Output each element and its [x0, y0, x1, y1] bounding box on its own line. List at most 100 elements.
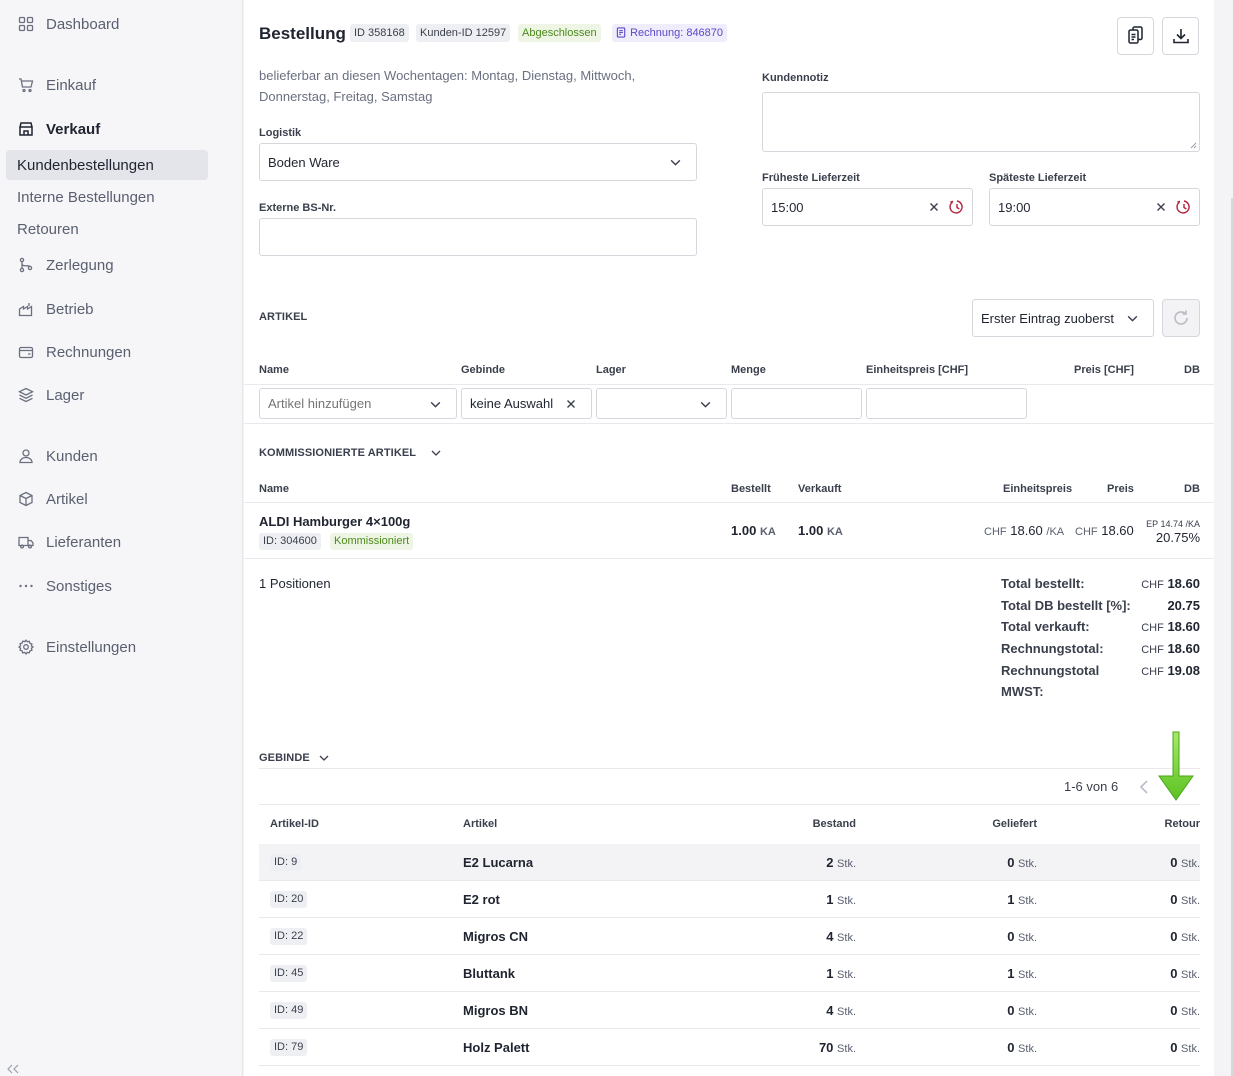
nav-kundenbestellungen-label: Kundenbestellungen [17, 156, 154, 174]
kommissioniert-toggle[interactable]: KOMMISSIONIERTE ARTIKEL [259, 447, 442, 459]
nav-lieferanten[interactable]: Lieferanten [18, 530, 121, 554]
einheitspreis-input[interactable] [866, 388, 1027, 419]
divider [244, 423, 1214, 424]
refresh-button[interactable] [1162, 299, 1200, 337]
row-bestand-value: 1 [826, 892, 834, 907]
komm-bestellt-unit: KA [759, 526, 776, 538]
nav-verkauf[interactable]: Verkauf [18, 117, 100, 141]
lager-select[interactable] [596, 388, 727, 419]
divider [259, 768, 1200, 769]
logistik-select[interactable]: Boden Ware [259, 143, 697, 181]
artikel-add-input[interactable] [268, 396, 418, 411]
download-button[interactable] [1162, 17, 1199, 55]
clear-icon[interactable] [929, 202, 939, 212]
rechnungstotal-amount: 18.60 [1167, 641, 1200, 656]
gebinde-select[interactable]: keine Auswahl [461, 388, 592, 419]
artikel-th-lager: Lager [596, 364, 626, 376]
row-bestand: 4 Stk. [826, 929, 856, 944]
artikel-th-einheitspreis: Einheitspreis [CHF] [866, 364, 969, 376]
nav-artikel[interactable]: Artikel [18, 487, 88, 511]
copy-document-button[interactable] [1117, 17, 1154, 55]
komm-ep-cur: CHF [984, 526, 1007, 538]
table-row[interactable]: ID: 22 Migros CN 4 Stk. 0 Stk. 0 Stk. [259, 918, 1200, 955]
clock-icon[interactable] [949, 199, 965, 215]
nav-lager-label: Lager [46, 386, 85, 404]
user-icon [19, 449, 33, 464]
row-unit: Stk. [1018, 895, 1037, 907]
nav-dashboard[interactable]: Dashboard [18, 12, 119, 36]
nav-kunden-label: Kunden [46, 447, 98, 465]
row-retour: 0 Stk. [1170, 1003, 1200, 1018]
menge-input[interactable] [731, 388, 862, 419]
gebinde-th-bestand: Bestand [812, 818, 856, 830]
clear-icon[interactable] [1156, 202, 1166, 212]
frueheste-time-input[interactable]: 15:00 [762, 188, 973, 226]
rechnungstotal-label: Rechnungstotal: [1001, 641, 1104, 656]
table-row[interactable]: ID: 9 E2 Lucarna 2 Stk. 0 Stk. 0 Stk. [259, 844, 1200, 881]
nav-zerlegung[interactable]: Zerlegung [18, 253, 114, 277]
komm-th-preis: Preis [1107, 483, 1134, 495]
spaeteste-value: 19:00 [998, 199, 1031, 215]
clock-icon[interactable] [1176, 199, 1192, 215]
row-bestand-value: 4 [826, 929, 834, 944]
collapse-sidebar-icon[interactable] [6, 1064, 20, 1074]
spaeteste-time-input[interactable]: 19:00 [989, 188, 1200, 226]
table-row[interactable]: ID: 20 E2 rot 1 Stk. 1 Stk. 0 Stk. [259, 881, 1200, 918]
copy-document-icon [1127, 26, 1143, 44]
row-name: Holz Palett [463, 1040, 530, 1055]
gebinde-toggle[interactable]: GEBINDE [259, 752, 330, 764]
chevron-left-icon[interactable] [1138, 779, 1150, 795]
sort-select[interactable]: Erster Eintrag zuoberst [972, 299, 1154, 337]
row-unit: Stk. [1181, 969, 1200, 981]
resize-handle-icon[interactable] [1190, 142, 1197, 149]
grid-icon [18, 16, 34, 32]
invoice-badge[interactable]: Rechnung: 846870 [612, 24, 728, 42]
nav-kundenbestellungen[interactable]: Kundenbestellungen [6, 150, 208, 180]
row-retour-value: 0 [1170, 966, 1178, 981]
nav-retouren[interactable]: Retouren [6, 214, 208, 244]
scrollbar[interactable] [1231, 198, 1233, 1076]
clear-icon[interactable] [566, 399, 576, 409]
row-name: Bluttank [463, 966, 515, 981]
nav-interne-bestellungen[interactable]: Interne Bestellungen [6, 182, 208, 212]
page-title: Bestellung [259, 24, 346, 43]
store-icon [19, 122, 33, 136]
row-bestand: 2 Stk. [826, 855, 856, 870]
row-bestand: 70 Stk. [819, 1040, 856, 1055]
factory-icon [18, 303, 33, 317]
kommissioniert-section-title: KOMMISSIONIERTE ARTIKEL [259, 447, 417, 459]
komm-th-db: DB [1184, 483, 1200, 495]
row-retour: 0 Stk. [1170, 966, 1200, 981]
chevron-down-icon [1127, 315, 1138, 322]
row-id: ID: 9 [270, 854, 302, 871]
nav-sonstiges[interactable]: Sonstiges [18, 574, 112, 598]
gebinde-th-artikel: Artikel [463, 818, 498, 830]
row-geliefert: 0 Stk. [1007, 855, 1037, 870]
table-row[interactable]: ID: 79 Holz Palett 70 Stk. 0 Stk. 0 Stk. [259, 1029, 1200, 1066]
nav-lager[interactable]: Lager [18, 383, 84, 407]
positions-count: 1 Positionen [259, 576, 331, 591]
nav-betrieb[interactable]: Betrieb [18, 297, 94, 321]
komm-th-bestellt: Bestellt [731, 483, 771, 495]
komm-bestellt-value: 1.00 [731, 523, 757, 538]
row-id: ID: 22 [270, 928, 308, 945]
artikel-add-select[interactable] [259, 388, 457, 419]
kundennotiz-textarea[interactable] [762, 92, 1200, 152]
table-row[interactable]: ID: 49 Migros BN 4 Stk. 0 Stk. 0 Stk. [259, 992, 1200, 1029]
row-id: ID: 79 [270, 1039, 308, 1056]
box-icon [19, 491, 33, 507]
row-unit: Stk. [837, 932, 856, 944]
table-row[interactable]: ID: 45 Bluttank 1 Stk. 1 Stk. 0 Stk. [259, 955, 1200, 992]
nav-einkauf[interactable]: Einkauf [18, 73, 96, 97]
sort-value: Erster Eintrag zuoberst [981, 310, 1114, 326]
row-bestand-value: 70 [818, 1040, 834, 1055]
wallet-icon [18, 346, 34, 359]
row-unit: Stk. [1018, 1043, 1037, 1055]
externe-bs-input[interactable] [259, 218, 697, 256]
chevron-down-icon [430, 401, 441, 408]
nav-kunden[interactable]: Kunden [18, 444, 98, 468]
nav-sonstiges-label: Sonstiges [46, 577, 112, 595]
row-retour: 0 Stk. [1170, 929, 1200, 944]
nav-einstellungen[interactable]: Einstellungen [18, 635, 136, 659]
nav-rechnungen[interactable]: Rechnungen [18, 340, 131, 364]
